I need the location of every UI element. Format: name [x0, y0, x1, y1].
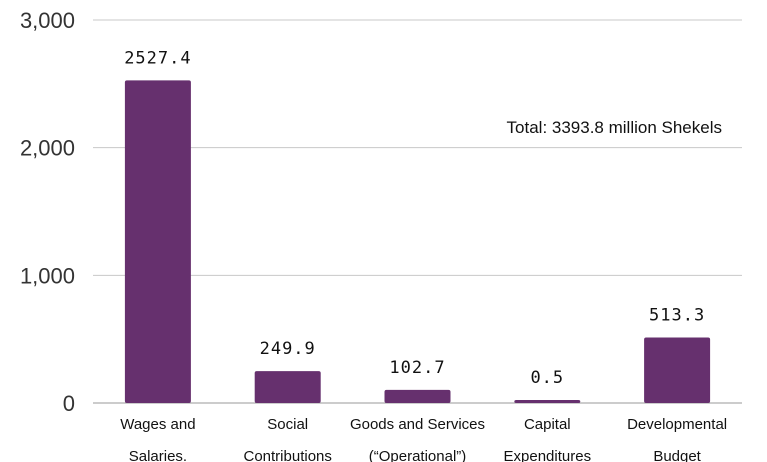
x-tick-label: Budget: [653, 448, 701, 462]
data-label: 102.7: [389, 358, 445, 378]
x-tick-label: Social: [267, 416, 308, 433]
data-labels: 2527.4 249.9 102.7 0.5 513.3: [124, 48, 705, 388]
x-tick-label: Wages and: [120, 416, 195, 433]
x-axis-labels: Wages and Salaries. Social Contributions Goo…: [120, 416, 727, 462]
y-tick-label: 1,000: [20, 263, 75, 288]
data-label: 0.5: [530, 368, 564, 388]
x-tick-label: Goods and Services: [350, 416, 485, 433]
y-tick-label: 2,000: [20, 136, 75, 161]
bar: [644, 337, 711, 403]
data-label: 2527.4: [124, 48, 191, 68]
data-label: 513.3: [649, 305, 705, 325]
bar: [124, 80, 191, 403]
y-axis: 0 1,000 2,000 3,000: [20, 8, 75, 416]
x-tick-label: Salaries.: [129, 448, 187, 462]
y-tick-label: 3,000: [20, 8, 75, 33]
total-annotation: Total: 3393.8 million Shekels: [507, 118, 722, 137]
x-tick-label: Expenditures: [504, 448, 592, 462]
y-tick-label: 0: [63, 391, 75, 416]
bars: [124, 80, 711, 403]
data-label: 249.9: [260, 339, 316, 359]
bar: [514, 400, 581, 403]
bar: [384, 389, 451, 403]
x-tick-label: Developmental: [627, 416, 727, 433]
bar: [254, 371, 321, 403]
x-tick-label: Capital: [524, 416, 571, 433]
x-tick-label: Contributions: [244, 448, 332, 462]
x-tick-label: (“Operational”): [369, 448, 467, 462]
